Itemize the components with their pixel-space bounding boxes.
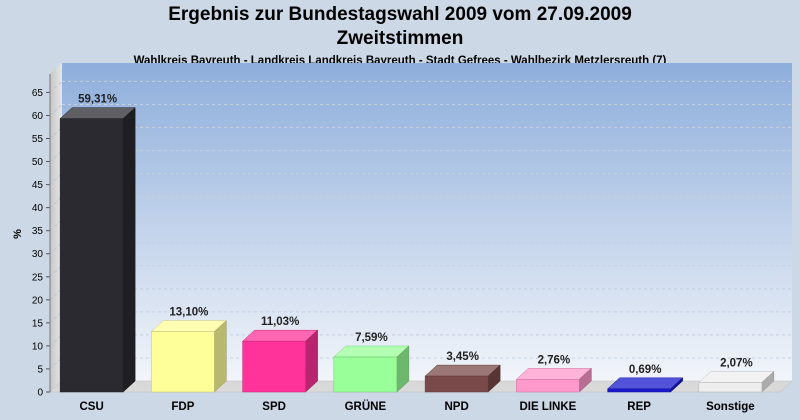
- value-label: 59,31%: [78, 94, 117, 106]
- bar-front: [59, 118, 124, 393]
- y-tick-label: 30: [32, 249, 44, 260]
- bar-front: [151, 331, 215, 393]
- y-tick-label: 40: [32, 203, 44, 214]
- bar-die-linke: [515, 367, 593, 393]
- y-tick-label: 25: [32, 272, 44, 283]
- y-tick-label: 0: [37, 388, 43, 399]
- value-label: 2,76%: [538, 354, 571, 366]
- value-label: 7,59%: [355, 332, 388, 344]
- bar-rep: [606, 377, 684, 393]
- bar-side: [214, 320, 227, 393]
- value-label: 11,03%: [261, 316, 299, 328]
- value-label: 2,07%: [720, 357, 753, 369]
- x-tick-label: FDP: [171, 401, 194, 413]
- x-tick-label: SPD: [262, 401, 286, 413]
- bar-top: [606, 377, 684, 390]
- y-tick-label: 60: [32, 111, 44, 122]
- bar-front: [698, 382, 763, 393]
- y-tick-label: 20: [32, 295, 44, 306]
- x-tick-label: DIE LINKE: [519, 401, 576, 413]
- bar-side: [305, 329, 318, 393]
- x-tick-label: NPD: [444, 401, 468, 413]
- bar-top: [333, 345, 410, 358]
- value-label: 13,10%: [169, 307, 208, 319]
- bar-npd: [424, 364, 501, 393]
- bar-front: [242, 340, 306, 393]
- bar-top: [424, 364, 501, 377]
- chart-subtitle: Zweitstimmen: [336, 28, 464, 49]
- bar-top: [698, 371, 775, 383]
- bar-top: [241, 329, 319, 342]
- bar-front: [333, 356, 398, 393]
- side-wall: [50, 63, 62, 392]
- y-tick-label: 10: [32, 341, 44, 352]
- y-axis-label: %: [12, 229, 24, 239]
- bar-csu: [59, 107, 136, 393]
- bar-top: [515, 368, 593, 380]
- bar-top: [150, 320, 228, 332]
- value-label: 3,45%: [446, 351, 479, 363]
- y-tick-label: 35: [32, 226, 44, 237]
- y-tick-label: 15: [32, 318, 44, 329]
- y-tick-label: 50: [32, 157, 44, 168]
- bar-front: [424, 375, 489, 393]
- value-label: 0,69%: [629, 364, 662, 376]
- y-tick-label: 5: [37, 364, 43, 375]
- bar-spd: [241, 329, 319, 393]
- x-tick-label: Sonstige: [706, 401, 755, 413]
- bar-sonstige: [698, 370, 775, 393]
- y-tick-label: 65: [32, 88, 44, 99]
- bar-front: [516, 379, 580, 393]
- x-tick-label: CSU: [79, 401, 103, 413]
- bar-fdp: [150, 320, 228, 393]
- x-tick-label: REP: [627, 401, 651, 413]
- bar-grüne: [333, 345, 410, 393]
- bar-side: [122, 107, 136, 393]
- y-tick-label: 45: [32, 180, 44, 191]
- bar-top: [59, 107, 136, 119]
- chart-title: Ergebnis zur Bundestagswahl 2009 vom 27.…: [168, 4, 632, 25]
- x-tick-label: GRÜNE: [345, 400, 387, 413]
- y-tick-label: 55: [32, 134, 44, 145]
- bar-front: [607, 388, 671, 393]
- gridline-side: [49, 104, 63, 116]
- gridline-side: [49, 81, 63, 93]
